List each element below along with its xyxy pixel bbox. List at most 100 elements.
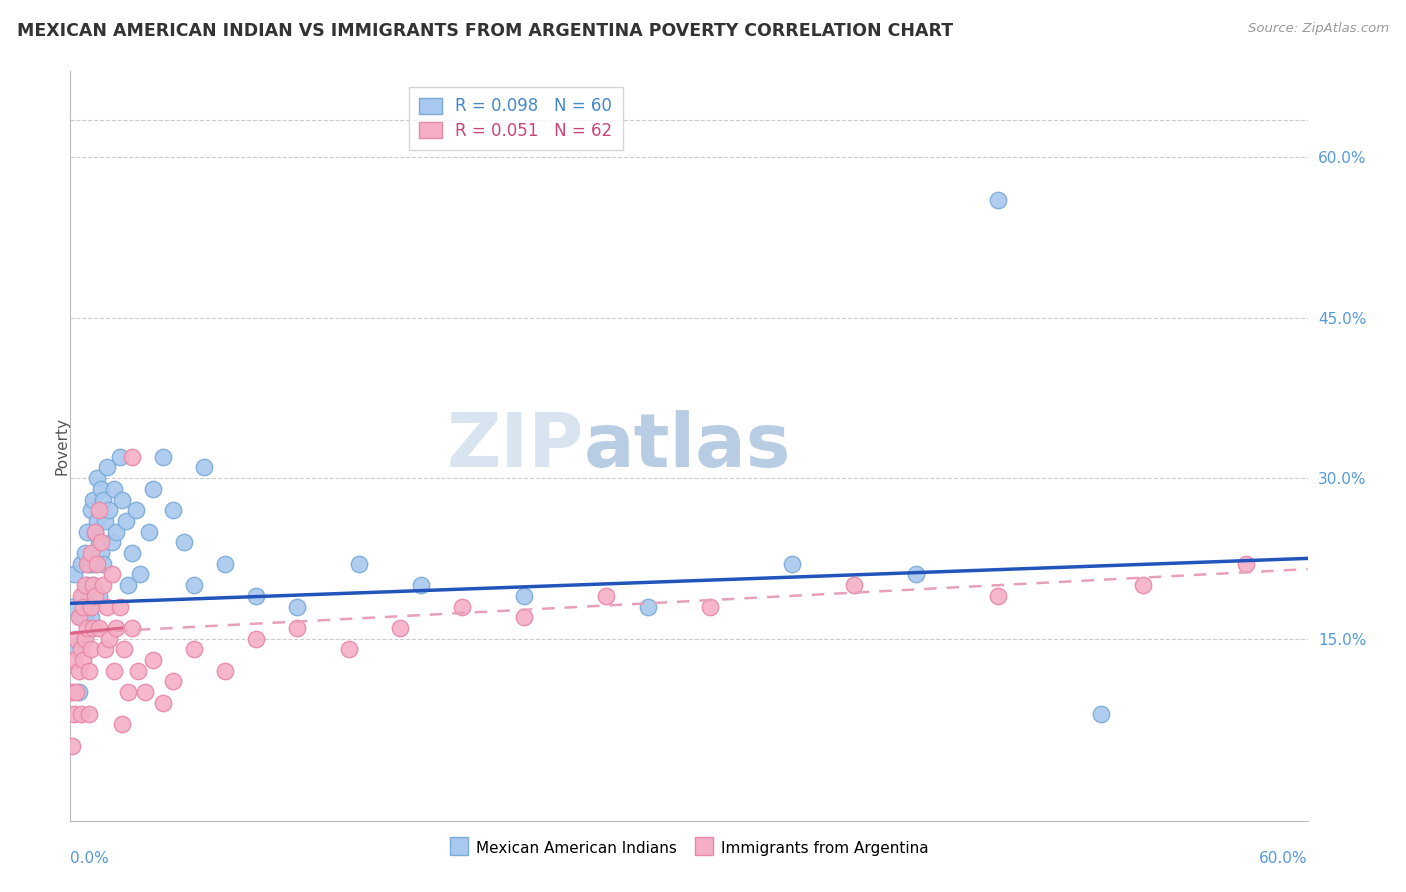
Point — [76, 557, 98, 571]
Point — [162, 674, 184, 689]
Point — [142, 653, 165, 667]
Point — [69, 642, 91, 657]
Point — [152, 450, 174, 464]
Point — [60, 739, 83, 753]
Point — [86, 514, 108, 528]
Point — [193, 460, 215, 475]
Point — [89, 589, 111, 603]
Point — [98, 503, 121, 517]
Point — [76, 578, 98, 592]
Point — [111, 717, 134, 731]
Point — [80, 610, 103, 624]
Point — [65, 632, 87, 646]
Point — [89, 503, 111, 517]
Y-axis label: Poverty: Poverty — [55, 417, 69, 475]
Point — [86, 557, 108, 571]
Point — [100, 535, 122, 549]
Point — [121, 546, 143, 560]
Point — [285, 599, 308, 614]
Point — [84, 524, 107, 539]
Point — [91, 578, 114, 592]
Point — [84, 524, 107, 539]
Text: 60.0%: 60.0% — [1260, 851, 1308, 865]
Point — [90, 482, 112, 496]
Point — [69, 589, 91, 603]
Point — [987, 193, 1010, 207]
Point — [80, 503, 103, 517]
Point — [108, 450, 131, 464]
Point — [84, 589, 107, 603]
Point — [389, 621, 412, 635]
Point — [142, 482, 165, 496]
Point — [121, 621, 143, 635]
Point — [112, 642, 135, 657]
Point — [76, 524, 98, 539]
Point — [108, 599, 131, 614]
Point — [987, 589, 1010, 603]
Point — [82, 621, 104, 635]
Point — [80, 599, 103, 614]
Point — [103, 664, 125, 678]
Point — [842, 578, 865, 592]
Point — [513, 610, 536, 624]
Point — [285, 621, 308, 635]
Point — [699, 599, 721, 614]
Point — [73, 546, 96, 560]
Point — [245, 632, 267, 646]
Point — [183, 642, 205, 657]
Point — [904, 567, 927, 582]
Point — [129, 567, 152, 582]
Point — [595, 589, 617, 603]
Point — [82, 578, 104, 592]
Point — [82, 578, 104, 592]
Point — [77, 599, 100, 614]
Text: Source: ZipAtlas.com: Source: ZipAtlas.com — [1249, 22, 1389, 36]
Point — [77, 706, 100, 721]
Point — [214, 664, 236, 678]
Point — [127, 664, 149, 678]
Point — [117, 578, 139, 592]
Point — [73, 578, 96, 592]
Point — [72, 653, 94, 667]
Point — [69, 706, 91, 721]
Text: ZIP: ZIP — [447, 409, 583, 483]
Text: MEXICAN AMERICAN INDIAN VS IMMIGRANTS FROM ARGENTINA POVERTY CORRELATION CHART: MEXICAN AMERICAN INDIAN VS IMMIGRANTS FR… — [17, 22, 953, 40]
Point — [125, 503, 148, 517]
Legend: Mexican American Indians, Immigrants from Argentina: Mexican American Indians, Immigrants fro… — [443, 834, 935, 862]
Point — [1132, 578, 1154, 592]
Point — [84, 557, 107, 571]
Point — [65, 685, 87, 699]
Point — [91, 492, 114, 507]
Point — [1090, 706, 1112, 721]
Point — [115, 514, 138, 528]
Point — [77, 557, 100, 571]
Point — [89, 621, 111, 635]
Point — [65, 642, 87, 657]
Point — [104, 621, 127, 635]
Point — [451, 599, 474, 614]
Point — [67, 664, 90, 678]
Point — [162, 503, 184, 517]
Point — [214, 557, 236, 571]
Point — [69, 610, 91, 624]
Point — [637, 599, 659, 614]
Point — [89, 535, 111, 549]
Point — [104, 524, 127, 539]
Point — [94, 514, 117, 528]
Point — [72, 589, 94, 603]
Point — [513, 589, 536, 603]
Point — [100, 567, 122, 582]
Point — [67, 685, 90, 699]
Point — [173, 535, 195, 549]
Point — [73, 632, 96, 646]
Point — [245, 589, 267, 603]
Point — [63, 706, 86, 721]
Point — [1234, 557, 1257, 571]
Point — [96, 599, 118, 614]
Point — [72, 599, 94, 614]
Point — [63, 567, 86, 582]
Point — [90, 535, 112, 549]
Point — [80, 642, 103, 657]
Point — [134, 685, 156, 699]
Point — [77, 664, 100, 678]
